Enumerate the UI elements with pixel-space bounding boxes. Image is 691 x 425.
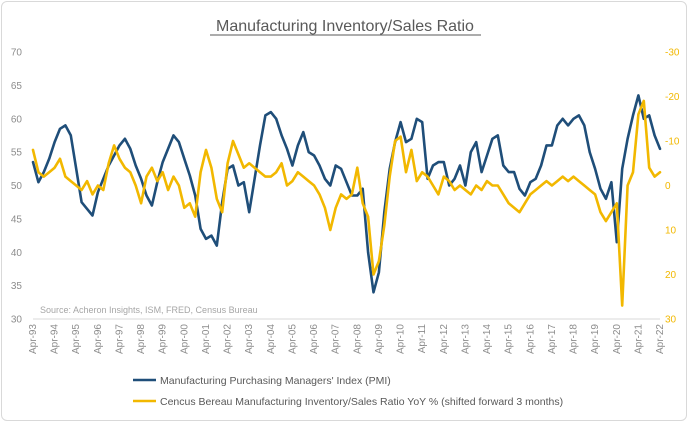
series-group: [31, 94, 662, 307]
left-tick-label: 55: [11, 148, 23, 159]
x-tick-label: Apr-01: [201, 324, 212, 354]
right-tick-label: -30: [665, 48, 680, 59]
chart-title: Manufacturing Inventory/Sales Ratio: [216, 18, 474, 35]
x-tick-label: Apr-05: [287, 324, 298, 354]
x-axis: Apr-93 Apr-94 Apr-95 Apr-96 Apr-97 Apr-98 Apr-…: [28, 324, 666, 354]
legend: Manufacturing Purchasing Managers' Index…: [133, 375, 563, 408]
right-tick-label: -10: [665, 137, 680, 148]
x-tick-label: Apr-10: [396, 324, 407, 354]
left-tick-label: 65: [11, 81, 23, 92]
x-tick-label: Apr-14: [482, 324, 493, 354]
x-tick-label: Apr-18: [569, 324, 580, 354]
x-tick-label: Apr-93: [28, 324, 39, 354]
x-tick-label: Apr-17: [547, 324, 558, 354]
x-tick-label: Apr-19: [590, 324, 601, 354]
x-tick-label: Apr-16: [525, 324, 536, 354]
right-axis: 30 20 10 0 -10 -20 -30: [665, 48, 680, 326]
x-tick-label: Apr-15: [504, 324, 515, 354]
x-tick-label: Apr-13: [460, 324, 471, 354]
x-tick-label: Apr-12: [439, 324, 450, 354]
source-note: Source: Acheron Insights, ISM, FRED, Cen…: [40, 305, 258, 315]
right-tick-label: 20: [665, 270, 677, 281]
x-tick-label: Apr-11: [417, 324, 428, 354]
x-tick-label: Apr-07: [331, 324, 342, 354]
left-tick-label: 35: [11, 281, 23, 292]
x-tick-label: Apr-00: [179, 324, 190, 354]
inventory-sales-series-line: [31, 99, 662, 307]
x-tick-label: Apr-06: [309, 324, 320, 354]
x-tick-label: Apr-95: [71, 324, 82, 354]
left-tick-label: 40: [11, 248, 23, 259]
x-tick-label: Apr-04: [266, 324, 277, 354]
x-tick-label: Apr-99: [158, 324, 169, 354]
legend-label: Manufacturing Purchasing Managers' Index…: [160, 375, 391, 387]
x-tick-label: Apr-03: [244, 324, 255, 354]
right-tick-label: 0: [665, 181, 671, 192]
right-tick-label: -20: [665, 92, 680, 103]
left-tick-label: 45: [11, 214, 23, 225]
x-tick-label: Apr-98: [136, 324, 147, 354]
x-tick-label: Apr-94: [50, 324, 61, 354]
x-tick-label: Apr-02: [223, 324, 234, 354]
left-tick-label: 60: [11, 114, 23, 125]
x-tick-label: Apr-21: [633, 324, 644, 354]
legend-label: Cencus Bereau Manufacturing Inventory/Sa…: [160, 396, 563, 408]
x-tick-label: Apr-09: [374, 324, 385, 354]
pmi-series-line: [31, 94, 662, 294]
left-tick-label: 50: [11, 181, 23, 192]
x-tick-label: Apr-97: [115, 324, 126, 354]
x-tick-label: Apr-20: [612, 324, 623, 354]
x-tick-label: Apr-96: [93, 324, 104, 354]
right-tick-label: 10: [665, 226, 677, 237]
left-tick-label: 70: [11, 48, 23, 59]
x-tick-label: Apr-22: [655, 324, 666, 354]
right-tick-label: 30: [665, 315, 677, 326]
left-tick-label: 30: [11, 315, 23, 326]
x-tick-label: Apr-08: [352, 324, 363, 354]
left-axis: 30 35 40 45 50 55 60 65 70: [11, 48, 23, 326]
